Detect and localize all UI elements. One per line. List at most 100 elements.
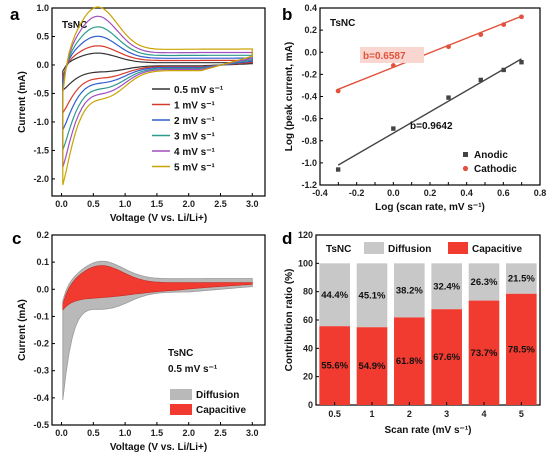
point-cathodic bbox=[390, 63, 396, 68]
legend-label-0: 0.5 mV s⁻¹ bbox=[174, 85, 224, 96]
point-anodic bbox=[519, 60, 524, 65]
panel-c-contribution-cv: 0.0 0.5 1.0 1.5 2.0 2.5 3.0 -0.5 -0.4 -0.3 -0.2 -0.… bbox=[17, 230, 266, 453]
point-cathodic bbox=[478, 32, 484, 37]
legend-marker-cathodic bbox=[462, 165, 469, 172]
bar-label-diffusion: 44.4% bbox=[321, 290, 348, 301]
bar-label-diffusion: 45.1% bbox=[359, 290, 386, 301]
bar-label-diffusion: 21.5% bbox=[508, 274, 535, 285]
cv-curve-4 bbox=[62, 15, 253, 168]
bar-label-capacitive: 67.6% bbox=[433, 352, 460, 363]
x-tick-label: 0.0 bbox=[55, 199, 68, 209]
legend-label-diffusion: Diffusion bbox=[388, 244, 431, 255]
panel-c-annotation: TsNC bbox=[168, 348, 193, 359]
y-tick-label: 0.1 bbox=[36, 257, 49, 267]
legend-label-5: 5 mV s⁻¹ bbox=[174, 163, 216, 174]
y-tick-label: 0.0 bbox=[36, 284, 49, 294]
y-tick-label: 40 bbox=[303, 343, 313, 353]
panel-b-annotation: TsNC bbox=[330, 18, 355, 29]
bar-label-capacitive: 55.6% bbox=[321, 361, 348, 372]
bar-diffusion bbox=[356, 263, 388, 328]
point-cathodic bbox=[335, 88, 341, 94]
legend-label-diffusion: Diffusion bbox=[196, 390, 239, 401]
x-tick-label: 2.5 bbox=[214, 199, 227, 209]
bar-label-capacitive: 78.5% bbox=[508, 344, 535, 355]
panel-letter-c: c bbox=[12, 229, 21, 248]
y-tick-label: -1.5 bbox=[33, 145, 49, 155]
x-tick-label: 0.0 bbox=[55, 428, 68, 438]
bar-capacitive bbox=[394, 317, 425, 405]
panel-a-cv-curves: 0.0 0.5 1.0 1.5 2.0 2.5 3.0 -2.0 -1.5 -1.0 -0.5 0.0… bbox=[17, 3, 266, 224]
point-anodic bbox=[391, 126, 396, 131]
bar-label-diffusion: 38.2% bbox=[396, 285, 423, 296]
x-tick-label: 0.4 bbox=[460, 188, 473, 198]
x-tick-label: 0.6 bbox=[497, 188, 510, 198]
legend-label-2: 2 mV s⁻¹ bbox=[174, 116, 216, 127]
plot-frame bbox=[51, 234, 266, 426]
y-tick-label: -0.5 bbox=[33, 420, 49, 430]
x-tick-label: 3.0 bbox=[246, 428, 259, 438]
fit-line-cathodic bbox=[337, 15, 522, 90]
x-tick-label: 0.0 bbox=[387, 188, 400, 198]
y-tick-label: -2.0 bbox=[33, 174, 49, 184]
x-tick-label: 2 bbox=[407, 409, 412, 419]
y-tick-label: 0 bbox=[308, 400, 313, 410]
bar-diffusion bbox=[431, 263, 462, 310]
x-axis-label: Scan rate (mV s⁻¹) bbox=[385, 425, 472, 436]
bar-capacitive bbox=[431, 309, 462, 405]
legend-swatch-diffusion bbox=[364, 242, 384, 254]
panel-letter-d: d bbox=[282, 229, 292, 248]
x-axis-label: Voltage (V vs. Li/Li+) bbox=[110, 213, 207, 224]
x-tick-label: 0.2 bbox=[424, 188, 437, 198]
y-tick-label: -0.3 bbox=[33, 366, 49, 376]
y-tick-label: 0.0 bbox=[36, 60, 49, 70]
legend-swatch-diffusion bbox=[170, 389, 192, 400]
x-axis-label: Voltage (V vs. Li/Li+) bbox=[110, 442, 207, 453]
y-tick-label: 0.5 bbox=[36, 31, 49, 41]
y-tick-label: -0.6 bbox=[301, 114, 317, 124]
panel-letter-a: a bbox=[10, 5, 20, 24]
y-tick-label: 0.4 bbox=[304, 3, 317, 13]
y-tick-label: -0.4 bbox=[33, 393, 49, 403]
bar-diffusion bbox=[319, 263, 350, 327]
panel-letter-b: b bbox=[282, 5, 292, 24]
legend-swatch-capacitive bbox=[448, 242, 468, 254]
bar-capacitive bbox=[468, 300, 500, 405]
bar-diffusion bbox=[468, 263, 500, 301]
fit-line-anodic bbox=[337, 58, 522, 166]
x-tick-label: 1.5 bbox=[151, 199, 164, 209]
x-tick-label: 1.0 bbox=[119, 199, 132, 209]
x-tick-label: 1 bbox=[369, 409, 374, 419]
legend-label-anodic: Anodic bbox=[474, 150, 508, 161]
bar-label-capacitive: 61.8% bbox=[396, 356, 423, 367]
bar-capacitive bbox=[506, 293, 537, 405]
x-tick-label: 0.5 bbox=[87, 428, 100, 438]
cv-curve-5 bbox=[62, 6, 253, 186]
panel-d-contribution-bars: 0 20 40 60 80 100 120 44.4% 55.6% 0.5 45.1% 54.9% 1 3… bbox=[284, 230, 541, 436]
bar-label-capacitive: 54.9% bbox=[359, 361, 386, 372]
point-cathodic bbox=[446, 44, 451, 50]
panel-c-annotation-rate: 0.5 mV s⁻¹ bbox=[168, 364, 218, 375]
y-tick-label: 0.2 bbox=[304, 25, 317, 35]
x-tick-label: 0.5 bbox=[87, 199, 100, 209]
point-cathodic bbox=[501, 22, 507, 27]
x-tick-label: 2.0 bbox=[182, 428, 195, 438]
x-tick-label: 0.8 bbox=[534, 188, 547, 198]
x-tick-label: 3 bbox=[444, 409, 449, 419]
y-axis-label: Contribution ratio (%) bbox=[284, 269, 295, 372]
bar-capacitive bbox=[319, 326, 350, 405]
x-tick-label: 1.5 bbox=[151, 428, 164, 438]
point-cathodic bbox=[519, 14, 524, 20]
point-anodic bbox=[478, 77, 483, 83]
y-tick-label: -1.0 bbox=[301, 158, 317, 168]
y-tick-label: -1.2 bbox=[301, 180, 317, 190]
slope-label-anodic: b=0.9642 bbox=[410, 121, 453, 132]
x-tick-label: 1.0 bbox=[119, 428, 132, 438]
legend-label-3: 3 mV s⁻¹ bbox=[174, 132, 216, 143]
cv-curve-3 bbox=[62, 26, 253, 151]
y-tick-label: 0.0 bbox=[304, 47, 317, 57]
panel-d-annotation: TsNC bbox=[326, 244, 351, 255]
y-tick-label: 0.2 bbox=[36, 230, 49, 240]
cv-curve-2 bbox=[62, 35, 253, 131]
point-anodic bbox=[501, 67, 506, 73]
